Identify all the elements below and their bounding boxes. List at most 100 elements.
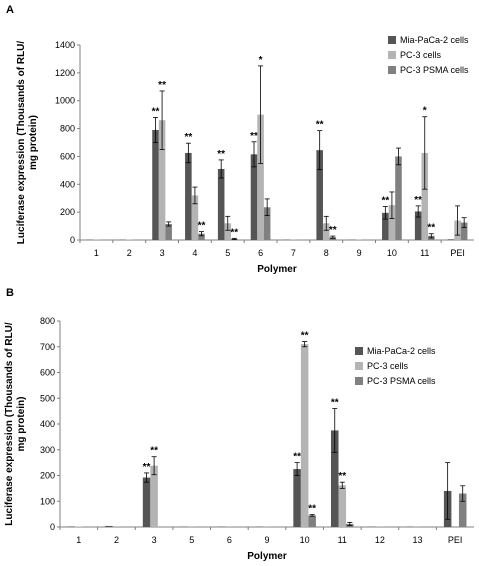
- bar: [152, 129, 159, 240]
- bar: [447, 239, 455, 240]
- bar: [293, 469, 301, 527]
- x-tick-label: 6: [227, 535, 232, 545]
- legend-entry: PC-3 cells: [367, 361, 409, 371]
- significance-marker: **: [152, 106, 160, 117]
- y-tick-label: 500: [40, 393, 55, 403]
- significance-marker: **: [316, 120, 324, 131]
- significance-marker: **: [150, 446, 158, 457]
- y-tick-label: 0: [50, 522, 55, 532]
- x-tick-label: 4: [192, 248, 197, 258]
- bar: [75, 526, 83, 527]
- y-axis-title-line: Luciferase expression (Thousands of RLU/: [16, 41, 27, 245]
- x-tick-label: 2: [114, 535, 119, 545]
- x-tick-label: 5: [225, 248, 230, 258]
- significance-marker: **: [329, 225, 337, 236]
- y-tick-label: 300: [40, 445, 55, 455]
- bar: [150, 465, 158, 527]
- significance-marker: **: [381, 196, 389, 207]
- x-tick-label: 3: [152, 535, 157, 545]
- x-tick-label: 7: [291, 248, 296, 258]
- y-axis-title-line: mg protein): [16, 397, 27, 452]
- x-tick-label: 6: [258, 248, 263, 258]
- bar: [165, 223, 172, 240]
- bar: [316, 150, 323, 240]
- legend-entry: PC-3 PSMA cells: [400, 65, 469, 75]
- y-axis-title: Luciferase expression (Thousands of RLU/…: [16, 41, 39, 245]
- x-axis-title: Polymer: [247, 551, 287, 562]
- y-tick-label: 1200: [55, 68, 75, 78]
- y-tick-label: 800: [40, 316, 55, 326]
- x-tick-label: 1: [94, 248, 99, 258]
- significance-marker: **: [217, 149, 225, 160]
- bar: [191, 195, 199, 240]
- bar: [395, 156, 402, 240]
- bar: [185, 152, 192, 240]
- x-tick-label: 11: [420, 248, 429, 258]
- x-tick-label: 10: [300, 535, 310, 545]
- legend-swatch: [388, 66, 396, 74]
- panel-label-a: A: [6, 4, 14, 16]
- y-tick-label: 200: [40, 471, 55, 481]
- bar: [414, 211, 422, 240]
- significance-marker: **: [338, 471, 346, 482]
- y-axis-title: Luciferase expression (Thousands of RLU/…: [4, 322, 27, 526]
- bar: [257, 114, 264, 240]
- bar: [382, 212, 389, 240]
- y-axis-title-line: mg protein): [28, 115, 39, 170]
- y-tick-label: 600: [40, 368, 55, 378]
- significance-marker: **: [184, 132, 192, 143]
- x-tick-label: PEI: [448, 535, 463, 545]
- bar: [338, 485, 347, 527]
- y-tick-label: 600: [60, 151, 75, 161]
- legend-swatch: [355, 347, 363, 355]
- y-tick-label: 700: [40, 342, 55, 352]
- x-tick-label: 8: [324, 248, 329, 258]
- significance-marker: **: [427, 223, 435, 234]
- bar: [263, 207, 271, 240]
- x-tick-label: 13: [413, 535, 423, 545]
- x-tick-label: 12: [375, 535, 385, 545]
- legend-swatch: [355, 377, 363, 385]
- x-tick-label: 11: [338, 535, 347, 545]
- significance-marker: **: [301, 331, 309, 342]
- bar: [67, 526, 76, 527]
- significance-marker: **: [230, 227, 238, 238]
- bar: [224, 223, 232, 240]
- significance-marker: *: [423, 106, 427, 117]
- x-tick-label: 9: [264, 535, 269, 545]
- x-tick-label: 3: [160, 248, 165, 258]
- bar: [322, 223, 330, 240]
- y-tick-label: 1400: [55, 40, 75, 50]
- significance-marker: *: [259, 55, 263, 66]
- x-tick-label: 5: [189, 535, 194, 545]
- legend-swatch: [388, 51, 396, 59]
- significance-marker: **: [308, 504, 316, 515]
- significance-marker: **: [158, 80, 166, 91]
- significance-marker: **: [331, 398, 339, 409]
- significance-marker: **: [198, 221, 206, 232]
- bar: [330, 430, 339, 527]
- x-tick-label: 10: [387, 248, 397, 258]
- y-tick-label: 100: [40, 496, 55, 506]
- bar: [300, 344, 309, 527]
- bar: [421, 526, 429, 527]
- bar: [198, 233, 205, 240]
- bar: [388, 205, 396, 240]
- bar: [308, 515, 316, 527]
- bar: [421, 152, 429, 240]
- x-tick-label: PEI: [450, 248, 465, 258]
- bar: [105, 525, 113, 527]
- y-tick-label: 400: [40, 419, 55, 429]
- bar: [125, 239, 133, 240]
- significance-marker: **: [293, 452, 301, 463]
- y-tick-label: 200: [60, 207, 75, 217]
- y-tick-label: 400: [60, 179, 75, 189]
- bar: [142, 477, 151, 527]
- legend-entry: PC-3 cells: [400, 50, 442, 60]
- chart-a: 0 200 400 600 800 1000 1200 1400 1 2 3 4 5 6 7 8 9 10 11 PE…: [16, 35, 474, 275]
- bar: [458, 493, 467, 527]
- legend-swatch: [355, 362, 363, 370]
- y-tick-label: 0: [70, 235, 75, 245]
